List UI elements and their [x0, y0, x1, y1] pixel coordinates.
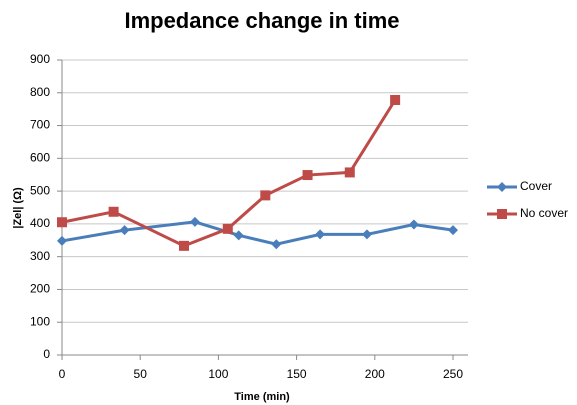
y-tick-label: 600	[30, 151, 50, 165]
data-point	[57, 217, 67, 228]
legend-marker	[497, 209, 507, 219]
data-point	[448, 225, 458, 236]
y-tick-label: 200	[30, 282, 50, 296]
series-line	[61, 220, 454, 246]
data-point	[302, 170, 313, 181]
y-tick-label: 400	[30, 216, 50, 230]
y-tick-label: 500	[30, 183, 50, 197]
data-point	[260, 190, 271, 201]
x-tick-label: 200	[365, 367, 385, 381]
y-tick-label: 900	[30, 52, 50, 66]
y-tick-label: 100	[30, 314, 50, 328]
y-tick-label: 700	[30, 118, 50, 132]
legend-marker	[497, 182, 507, 192]
x-tick-label: 50	[134, 367, 148, 381]
x-tick-label: 0	[59, 367, 66, 381]
y-tick-label: 800	[30, 85, 50, 99]
chart-title: Impedance change in time	[124, 8, 399, 33]
x-tick-label: 250	[443, 367, 463, 381]
data-point	[344, 167, 355, 178]
data-point	[222, 223, 233, 234]
data-point	[271, 239, 282, 250]
data-point	[119, 225, 130, 236]
data-point	[390, 94, 401, 105]
data-point	[178, 240, 189, 251]
y-tick-label: 300	[30, 249, 50, 263]
x-tick-label: 100	[208, 367, 228, 381]
data-point	[408, 219, 419, 230]
legend-label: Cover	[520, 179, 552, 193]
data-point	[361, 229, 372, 240]
y-axis-label: |Zel| (Ω)	[12, 187, 24, 229]
data-point	[315, 229, 326, 240]
data-point	[57, 235, 67, 246]
data-point	[189, 216, 200, 227]
y-tick-label: 0	[43, 347, 50, 361]
x-tick-label: 150	[287, 367, 307, 381]
x-axis-label: Time (min)	[234, 391, 290, 403]
data-point	[233, 230, 244, 241]
series-line	[61, 99, 397, 248]
legend-label: No cover	[520, 206, 568, 220]
data-point	[108, 206, 119, 217]
